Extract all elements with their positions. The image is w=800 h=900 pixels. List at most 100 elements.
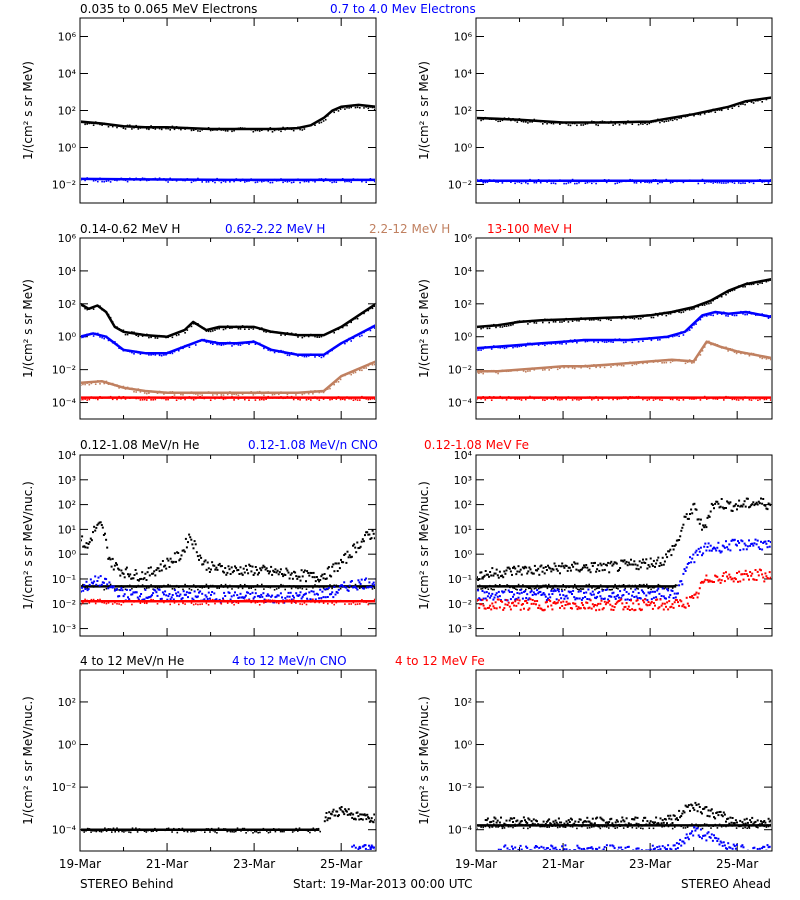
data-point-r1-ahead-1-27: [533, 181, 536, 184]
data-point-r1-behind-1-63: [214, 181, 216, 184]
data-point-r3-ahead-1-95: [612, 586, 615, 589]
data-point-r3-behind-2-89: [177, 591, 180, 594]
data-point-r4-ahead-2-128: [637, 847, 640, 850]
data-point-r3-behind-0-45: [129, 573, 132, 576]
data-point-r2-ahead-3-91: [669, 398, 672, 401]
data-point-r3-ahead-3-199: [693, 593, 696, 596]
data-point-r3-ahead-2-255: [754, 538, 757, 541]
data-point-r3-ahead-1-63: [566, 585, 569, 588]
data-point-r1-ahead-0-88: [663, 121, 665, 123]
data-point-r3-behind-0-170: [265, 567, 268, 570]
data-point-r4-behind-1-52: [369, 819, 372, 822]
data-point-r4-ahead-1-235: [741, 821, 744, 824]
data-point-r3-behind-3-18: [118, 603, 120, 605]
data-point-r2-ahead-1-18: [514, 345, 516, 348]
data-point-r3-behind-0-253: [356, 541, 359, 544]
data-point-r3-ahead-0-128: [615, 562, 618, 565]
data-point-r1-behind-0-97: [286, 127, 289, 129]
data-point-r3-behind-0-248: [350, 555, 353, 558]
data-point-r3-behind-3-109: [312, 598, 314, 601]
data-point-r3-behind-0-252: [355, 551, 358, 554]
data-point-r3-behind-0-178: [274, 568, 277, 571]
data-point-r3-behind-2-264: [368, 581, 371, 584]
data-point-r2-behind-3-57: [201, 397, 203, 399]
data-point-r2-behind-3-12: [105, 396, 108, 399]
data-point-r2-ahead-1-37: [554, 343, 557, 345]
data-point-r2-behind-3-43: [171, 396, 174, 398]
data-point-r3-ahead-1-26: [513, 587, 516, 589]
data-point-r4-behind-0-83: [223, 828, 225, 830]
data-point-r3-behind-2-111: [201, 592, 204, 595]
data-point-r4-behind-0-114: [276, 828, 278, 831]
data-point-r2-ahead-1-118: [727, 315, 729, 317]
data-point-r4-behind-0-87: [229, 830, 232, 833]
data-point-r3-ahead-3-210: [705, 574, 708, 577]
data-point-r2-behind-0-103: [299, 334, 301, 336]
data-point-r3-ahead-0-82: [565, 565, 568, 567]
data-point-r3-behind-3-75: [239, 600, 242, 602]
data-point-r1-behind-1-23: [129, 177, 131, 180]
data-point-r3-ahead-0-12: [489, 571, 492, 573]
y-tick-label-r4-behind-3: 10²: [58, 696, 76, 709]
data-point-r3-ahead-0-256: [755, 501, 758, 504]
data-point-r1-behind-0-74: [237, 127, 240, 130]
data-point-r2-behind-1-133: [363, 331, 365, 334]
data-point-r2-behind-2-61: [209, 391, 212, 394]
data-point-r4-behind-2-32: [364, 853, 366, 855]
data-point-r4-ahead-1-183: [684, 804, 687, 807]
data-point-r1-behind-0-84: [258, 130, 261, 132]
data-point-r3-ahead-1-111: [635, 587, 638, 589]
series-group-r1-behind: [81, 103, 375, 184]
data-point-r3-ahead-0-201: [695, 508, 698, 511]
data-point-r2-behind-2-119: [333, 383, 335, 386]
data-point-r3-ahead-3-86: [569, 607, 572, 609]
data-point-r4-ahead-2-244: [764, 853, 766, 855]
data-point-r4-ahead-0-132: [757, 826, 759, 829]
data-point-r3-ahead-1-22: [507, 584, 510, 587]
data-point-r3-behind-3-12: [105, 602, 108, 605]
data-point-r4-ahead-1-65: [555, 821, 558, 824]
data-point-r3-behind-2-229: [330, 593, 333, 596]
data-point-r4-behind-0-30: [131, 827, 134, 829]
data-point-r3-ahead-2-134: [622, 594, 625, 596]
data-point-r4-behind-0-115: [278, 828, 280, 830]
data-point-r3-behind-0-106: [195, 551, 198, 554]
data-point-r4-ahead-1-154: [652, 822, 655, 825]
data-point-r3-ahead-0-62: [543, 572, 546, 575]
data-point-r2-behind-0-23: [129, 332, 131, 334]
data-point-r3-behind-0-43: [127, 573, 129, 576]
data-point-r1-behind-1-76: [241, 178, 244, 181]
data-point-r3-behind-3-23: [129, 599, 131, 602]
data-point-r1-behind-0-116: [327, 115, 329, 117]
data-point-r3-behind-0-153: [247, 572, 250, 575]
data-point-r3-behind-0-52: [136, 579, 139, 581]
data-point-r3-ahead-0-175: [667, 550, 670, 553]
data-point-r2-ahead-2-11: [499, 370, 501, 372]
data-point-r3-behind-3-13: [107, 602, 110, 604]
data-point-r3-ahead-3-204: [698, 587, 701, 590]
data-point-r3-ahead-3-223: [719, 581, 722, 584]
data-point-r1-behind-1-117: [329, 180, 331, 182]
data-point-r1-behind-0-131: [359, 107, 361, 109]
data-point-r1-ahead-0-14: [505, 118, 508, 120]
data-point-r2-behind-2-9: [99, 383, 101, 385]
data-point-r1-ahead-0-125: [742, 103, 744, 105]
data-point-r4-ahead-2-237: [756, 848, 759, 850]
data-point-r4-ahead-1-123: [619, 825, 622, 827]
data-point-r3-ahead-0-155: [645, 558, 648, 561]
data-point-r2-behind-3-13: [107, 396, 110, 398]
data-point-r3-behind-0-31: [113, 564, 116, 567]
data-point-r4-behind-2-33: [364, 844, 367, 847]
data-point-r4-ahead-0-101: [691, 823, 693, 825]
data-point-r4-behind-1-40: [359, 813, 362, 816]
data-point-r3-ahead-2-155: [645, 594, 648, 597]
data-point-r2-behind-1-115: [324, 352, 327, 355]
data-point-r3-ahead-0-136: [624, 562, 627, 565]
data-point-r2-ahead-1-134: [761, 313, 763, 315]
data-point-r2-behind-2-137: [371, 364, 374, 366]
data-point-r2-behind-1-95: [282, 350, 284, 353]
data-point-r3-ahead-1-134: [669, 585, 671, 588]
data-point-r2-ahead-3-60: [603, 396, 606, 399]
data-point-r1-behind-0-90: [271, 131, 274, 133]
data-point-r4-behind-0-92: [238, 829, 241, 831]
